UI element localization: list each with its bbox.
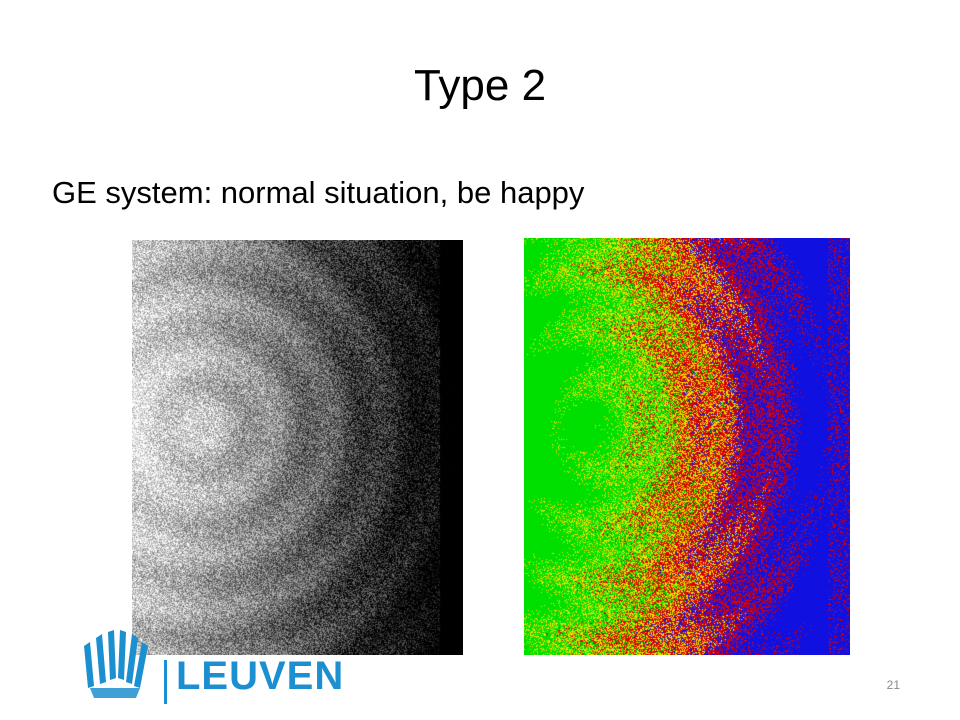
logo-text: LEUVEN xyxy=(176,654,345,698)
ku-leuven-seal-icon xyxy=(84,630,167,704)
slide-title: Type 2 xyxy=(413,61,547,110)
color-flood-image xyxy=(524,238,850,655)
slide-subtitle: GE system: normal situation, be happy xyxy=(52,175,585,210)
grayscale-flood-image xyxy=(132,240,463,655)
ku-leuven-logo: LEUVEN xyxy=(80,626,343,706)
page-number: 21 xyxy=(886,678,900,692)
